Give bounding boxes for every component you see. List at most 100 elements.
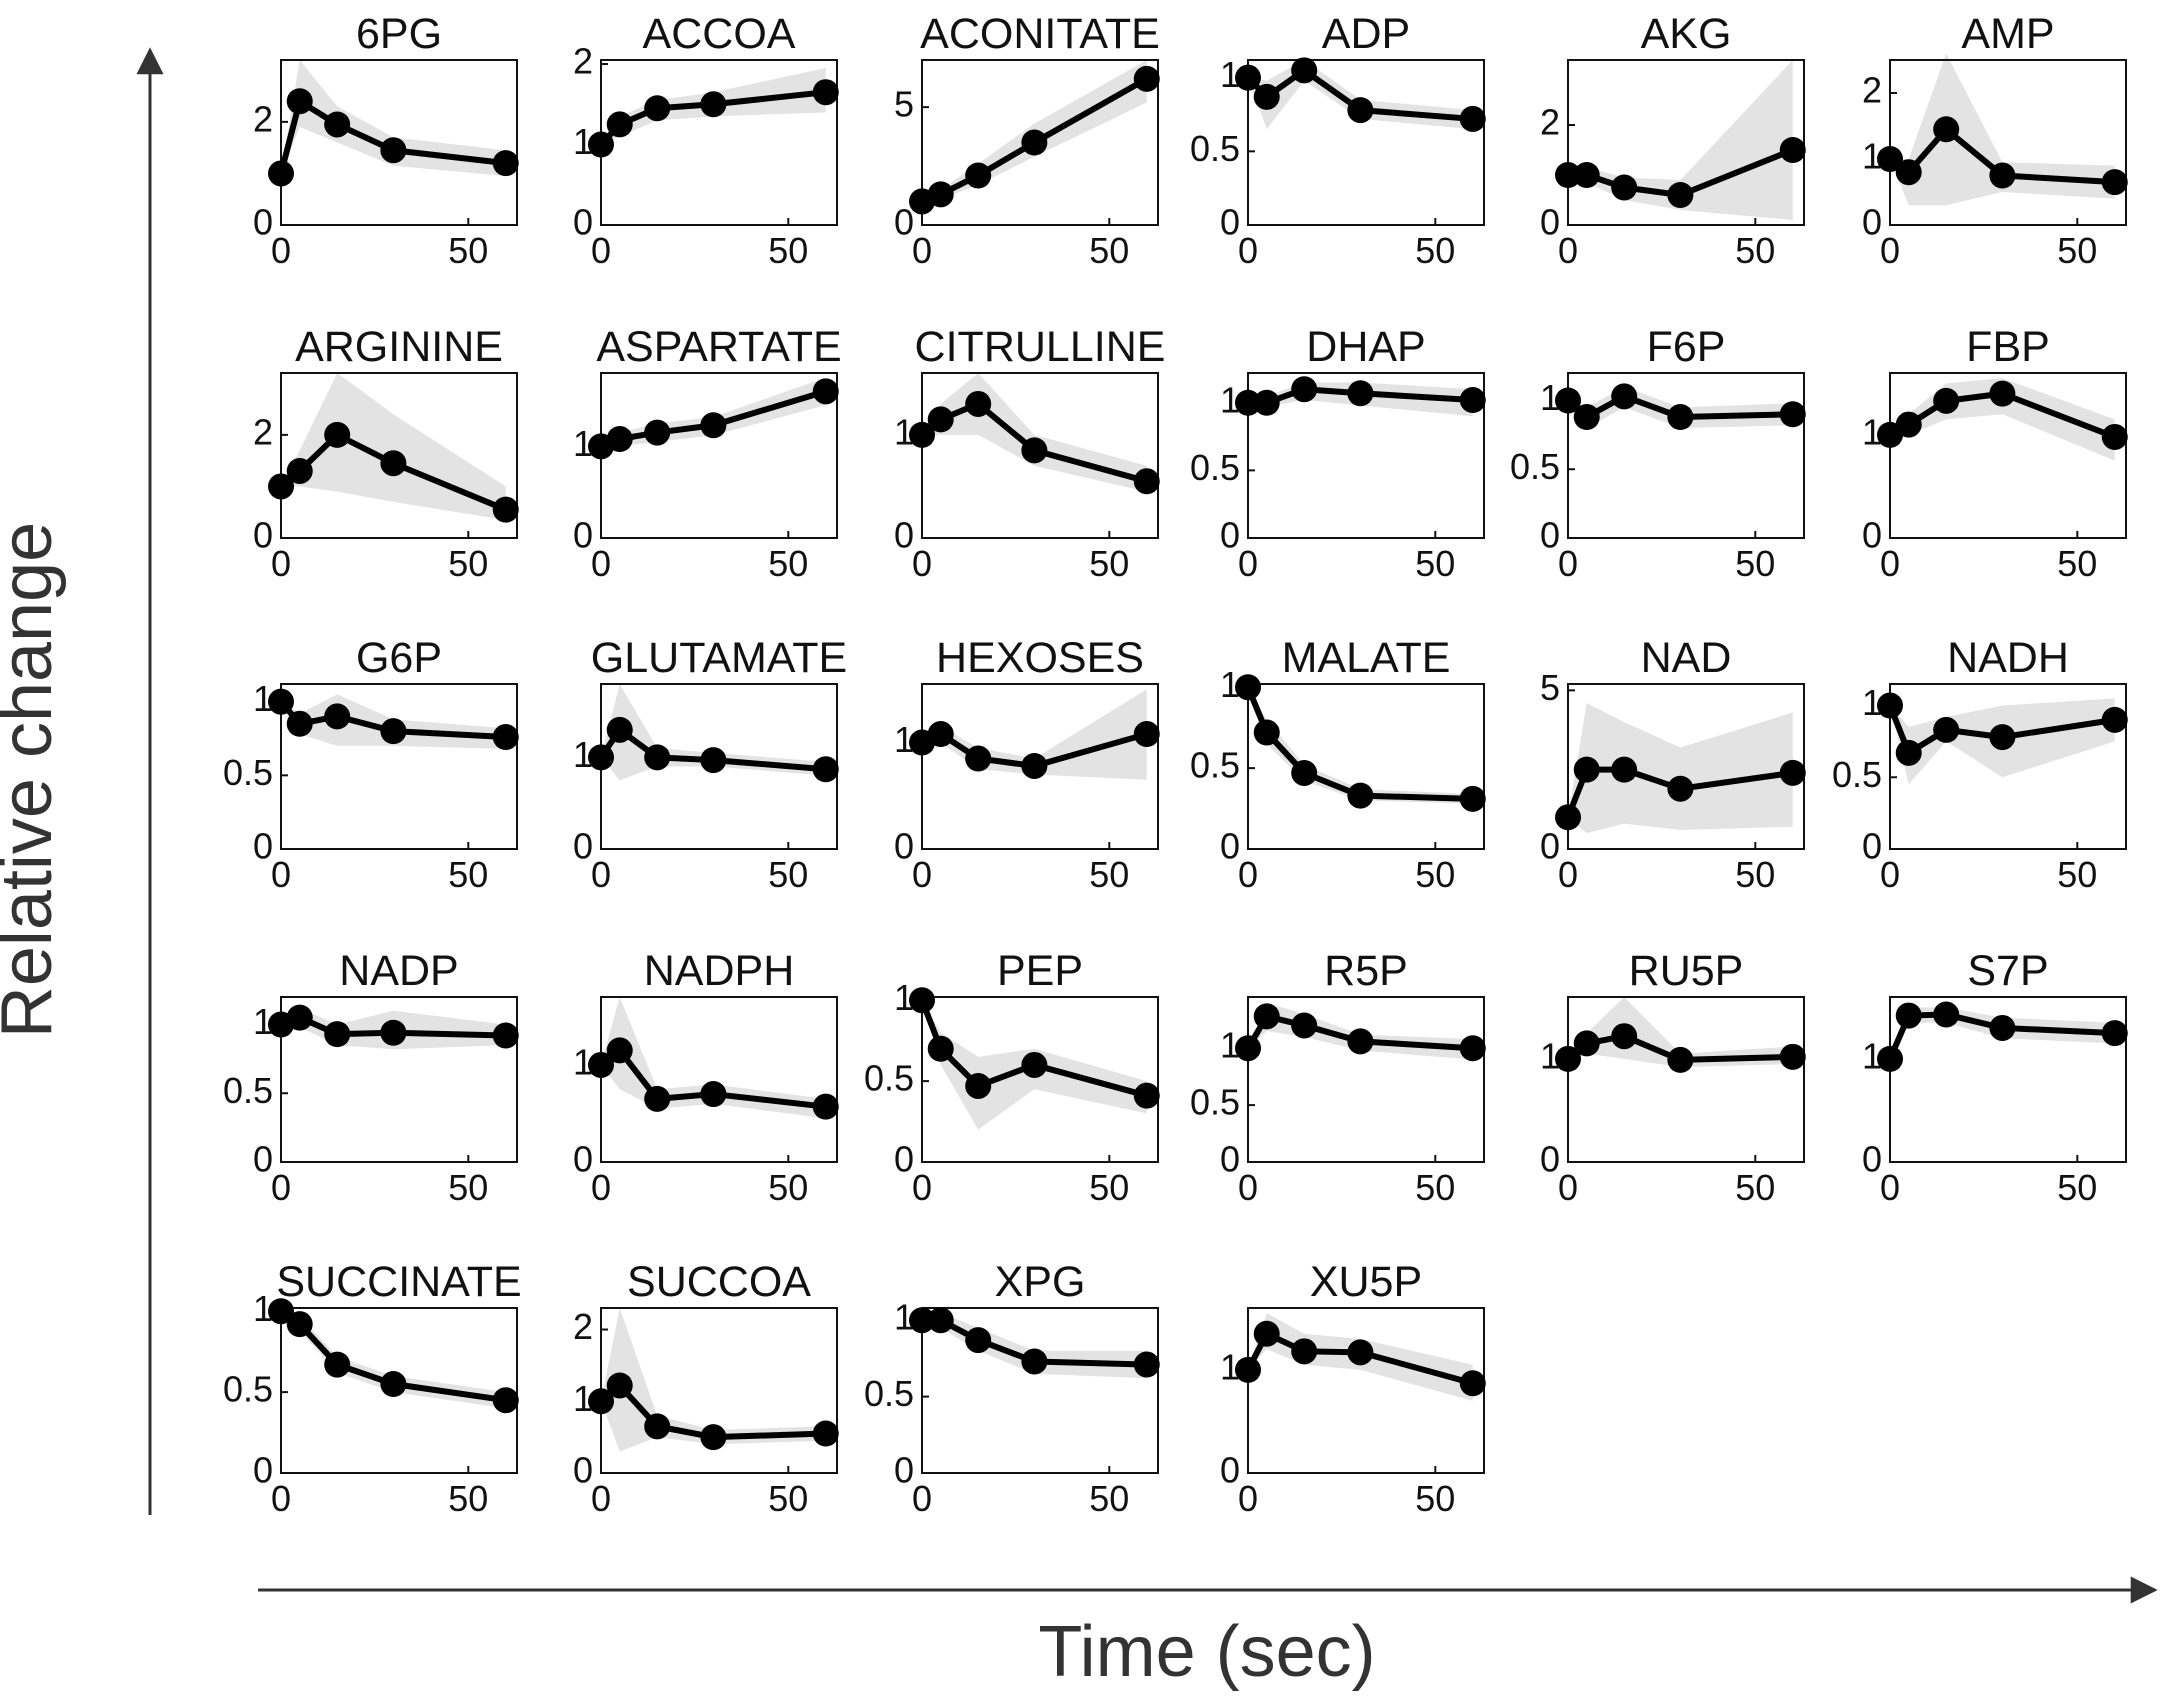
- panel-f6p-point: [1667, 404, 1694, 430]
- panel-adp-point: [1235, 64, 1261, 91]
- panel-ru5p-ytick-label: 0: [1540, 1139, 1560, 1180]
- panel-akg-ytick-label: 0: [1540, 202, 1560, 243]
- panel-r5p-point: [1347, 1028, 1374, 1055]
- panel-g6p-point: [324, 703, 351, 730]
- panel-hexoses-point: [1133, 721, 1160, 748]
- panel-g6p-point: [492, 724, 519, 751]
- panel-pep-point: [965, 1072, 992, 1099]
- panel-akg: 0 2 0 50 AKG: [1540, 10, 1806, 271]
- panel-nadh-point: [1877, 692, 1903, 719]
- panel-succoa-ytick-label: 2: [573, 1306, 593, 1347]
- panel-akg-point: [1667, 182, 1694, 208]
- panel-g6p-ytick-label: 1: [253, 678, 273, 719]
- panel-succoa-point: [606, 1372, 633, 1399]
- panel-adp-title: ADP: [1322, 10, 1410, 58]
- panel-fbp-xtick-label: 0: [1880, 543, 1900, 584]
- panel-nadh-point: [1933, 716, 1960, 743]
- panel-accoa-ytick-label: 1: [573, 121, 593, 162]
- panel-accoa-point: [606, 111, 633, 138]
- panel-g6p-title: G6P: [356, 634, 442, 682]
- panel-aconitate-xtick-label: 0: [912, 230, 932, 271]
- panel-dhap-ytick-label: 0.5: [1190, 447, 1240, 488]
- panel-succoa-xtick-label: 50: [768, 1478, 808, 1519]
- panel-nadph-ytick-label: 1: [573, 1041, 593, 1082]
- panel-r5p: 0 0.5 1 0 50 R5P: [1190, 947, 1486, 1208]
- panel-citrulline-point: [927, 406, 954, 433]
- panel-ru5p-ytick-label: 1: [1540, 1035, 1560, 1076]
- panel-6pg-point: [492, 150, 519, 177]
- panel-hexoses-point: [965, 745, 992, 772]
- panel-succoa-point: [588, 1388, 614, 1415]
- panel-aspartate-xtick-label: 0: [591, 543, 611, 584]
- panel-r5p-xtick-label: 50: [1415, 1167, 1455, 1208]
- panel-hexoses-point: [1021, 752, 1048, 779]
- panel-nadh: 0 0.5 1 0 50 NADH: [1832, 634, 2128, 895]
- panel-glutamate: 0 1 0 50 GLUTAMATE: [573, 634, 847, 895]
- panel-accoa-title: ACCOA: [643, 10, 796, 58]
- panel-arginine-title: ARGININE: [295, 323, 503, 371]
- panel-succinate-xtick-label: 50: [448, 1478, 488, 1519]
- panel-g6p-axes-box: [280, 683, 518, 850]
- panel-citrulline-point: [1021, 437, 1048, 464]
- panel-hexoses-ytick-label: 1: [894, 719, 914, 760]
- panel-glutamate-point: [644, 744, 671, 771]
- panel-amp-ytick-label: 0: [1862, 202, 1882, 243]
- panel-nadph-xtick-label: 0: [591, 1167, 611, 1208]
- panel-g6p-point: [380, 718, 407, 745]
- panel-nadp-xtick-label: 0: [271, 1167, 291, 1208]
- panel-nadp-point: [492, 1022, 519, 1049]
- panel-nadh-point: [2101, 706, 2128, 733]
- panel-s7p-point: [1877, 1045, 1903, 1072]
- panel-arginine-ytick-label: 2: [253, 411, 273, 452]
- panel-glutamate-ytick-label: 1: [573, 734, 593, 775]
- panel-xpg-point: [965, 1327, 992, 1354]
- panel-nadh-xtick-label: 0: [1880, 854, 1900, 895]
- panel-nadph-point: [700, 1081, 727, 1108]
- panel-r5p-ytick-label: 0: [1220, 1139, 1240, 1180]
- panel-nad-point: [1555, 804, 1581, 831]
- panel-nadph-axes-box: [600, 996, 838, 1163]
- panel-amp-point: [2101, 169, 2128, 196]
- panel-nadph-title: NADPH: [644, 947, 795, 995]
- panel-malate-ytick-label: 0.5: [1190, 745, 1240, 786]
- panel-succoa-point: [644, 1413, 671, 1440]
- panel-hexoses-axes-box: [921, 683, 1159, 850]
- panel-nadp-point: [324, 1021, 351, 1048]
- panel-s7p-point: [2101, 1020, 2128, 1047]
- panel-succinate-ytick-label: 0: [253, 1450, 273, 1491]
- panel-dhap-ytick-label: 1: [1220, 379, 1240, 420]
- panel-f6p: 0 0.5 1 0 50 F6P: [1510, 323, 1806, 584]
- panel-amp-point: [1989, 162, 2016, 189]
- panel-accoa-point: [700, 91, 727, 118]
- panel-arginine-xtick-label: 50: [448, 543, 488, 584]
- panel-aconitate-ytick-label: 5: [894, 84, 914, 125]
- panel-accoa-point: [644, 95, 671, 122]
- panel-nad-ytick-label: 5: [1540, 667, 1560, 708]
- panel-aspartate-xtick-label: 50: [768, 543, 808, 584]
- panel-nad-xtick-label: 0: [1558, 854, 1578, 895]
- panel-pep-point: [909, 987, 935, 1014]
- panel-pep-point: [1021, 1051, 1048, 1078]
- panel-glutamate-xtick-label: 50: [768, 854, 808, 895]
- panel-s7p-point: [1989, 1014, 2016, 1041]
- panel-nadp-ytick-label: 1: [253, 1001, 273, 1042]
- panel-nadph-point: [644, 1085, 671, 1112]
- panel-succoa-ytick-label: 0: [573, 1450, 593, 1491]
- panel-fbp-point: [1933, 387, 1960, 414]
- panel-succinate-point: [492, 1387, 519, 1414]
- panel-xu5p-axes-box: [1247, 1307, 1485, 1474]
- panel-6pg-ytick-label: 0: [253, 202, 273, 243]
- panel-s7p-title: S7P: [1967, 947, 2048, 995]
- panel-dhap-ytick-label: 0: [1220, 515, 1240, 556]
- panel-malate-point: [1291, 759, 1318, 786]
- panel-succinate-ytick-label: 1: [253, 1288, 273, 1329]
- panel-adp: 0 0.5 1 0 50 ADP: [1190, 10, 1486, 271]
- panel-f6p-title: F6P: [1647, 323, 1726, 371]
- panel-akg-point: [1779, 137, 1806, 163]
- panel-nadh-ytick-label: 0.5: [1832, 754, 1882, 795]
- y-axis-label: Relative change: [0, 522, 67, 1038]
- panel-citrulline-point: [965, 390, 992, 417]
- panel-f6p-point: [1611, 383, 1638, 410]
- panel-ru5p-point: [1779, 1043, 1806, 1070]
- panel-nadph-xtick-label: 50: [768, 1167, 808, 1208]
